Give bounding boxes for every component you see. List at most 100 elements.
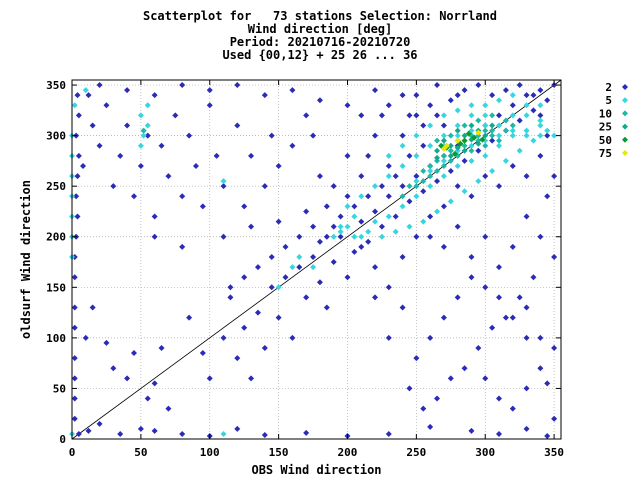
data-point [482, 122, 489, 129]
data-point [523, 425, 530, 432]
data-point [502, 87, 509, 94]
data-point [434, 168, 441, 175]
data-point [310, 264, 317, 271]
data-point [316, 279, 323, 286]
data-point [440, 157, 447, 164]
data-point [85, 427, 92, 434]
data-point [220, 183, 227, 190]
data-point [427, 213, 434, 220]
data-point [406, 198, 413, 205]
data-point [509, 122, 516, 129]
data-point [454, 132, 461, 139]
data-point [378, 223, 385, 230]
data-point [289, 334, 296, 341]
data-point [482, 173, 489, 180]
data-point [213, 152, 220, 159]
data-point [227, 284, 234, 291]
data-point [496, 430, 503, 437]
data-point [71, 375, 78, 382]
data-point [551, 132, 558, 139]
data-point [296, 253, 303, 260]
x-tick-label: 150 [269, 446, 289, 459]
data-point [74, 173, 81, 180]
data-point [392, 213, 399, 220]
data-point [482, 127, 489, 134]
chart-title: Scatterplot for 73 stations Selection: N… [0, 10, 640, 62]
data-point [427, 334, 434, 341]
data-point [358, 173, 365, 180]
data-point [220, 430, 227, 437]
data-point [440, 173, 447, 180]
plot-frame [71, 79, 562, 440]
data-point [482, 142, 489, 149]
data-point [96, 142, 103, 149]
data-point [71, 324, 78, 331]
data-point [454, 144, 461, 151]
y-tick-label: 200 [46, 231, 66, 244]
data-point [378, 112, 385, 119]
title-line-3: Period: 20210716-20210720 [229, 35, 411, 49]
data-point [303, 208, 310, 215]
data-point [434, 82, 441, 89]
data-point [530, 274, 537, 281]
data-point [447, 157, 454, 164]
data-point [489, 112, 496, 119]
data-point [151, 380, 158, 387]
y-axis-label: oldsurf Wind direction [19, 180, 33, 339]
data-point [199, 350, 206, 357]
data-point [427, 162, 434, 169]
data-point [372, 183, 379, 190]
data-point [144, 132, 151, 139]
data-point [454, 183, 461, 190]
data-point [74, 92, 81, 99]
data-point [434, 178, 441, 185]
data-point [523, 102, 530, 109]
data-point [454, 107, 461, 114]
data-point [268, 284, 275, 291]
data-point [489, 132, 496, 139]
legend-label: 10 [599, 107, 612, 120]
data-point [144, 102, 151, 109]
data-point [234, 82, 241, 89]
data-point [523, 213, 530, 220]
data-point [537, 132, 544, 139]
title-line-2: Wind direction [deg] [247, 22, 393, 36]
data-point [509, 405, 516, 412]
data-point [489, 324, 496, 331]
data-point [71, 415, 78, 422]
data-point [261, 344, 268, 351]
data-point [440, 132, 447, 139]
data-point [165, 405, 172, 412]
data-point [551, 82, 558, 89]
data-point [523, 304, 530, 311]
data-point [310, 132, 317, 139]
data-point [434, 154, 441, 161]
data-point [344, 102, 351, 109]
data-point [537, 122, 544, 129]
data-point [434, 112, 441, 119]
data-point [413, 132, 420, 139]
data-point [509, 162, 516, 169]
data-point [385, 102, 392, 109]
data-point [89, 304, 96, 311]
data-point [523, 334, 530, 341]
data-point [523, 173, 530, 180]
data-point [172, 112, 179, 119]
data-point [282, 243, 289, 250]
data-point [289, 87, 296, 94]
data-point [74, 213, 81, 220]
data-point [372, 264, 379, 271]
data-point [96, 82, 103, 89]
data-point [385, 284, 392, 291]
legend-marker [622, 123, 628, 130]
data-point [227, 294, 234, 301]
data-point [440, 137, 447, 144]
data-point [544, 432, 551, 439]
data-point [471, 134, 478, 141]
data-point [413, 183, 420, 190]
data-point [96, 420, 103, 427]
data-point [282, 274, 289, 281]
data-point [75, 112, 82, 119]
data-point [496, 395, 503, 402]
data-point [523, 127, 530, 134]
